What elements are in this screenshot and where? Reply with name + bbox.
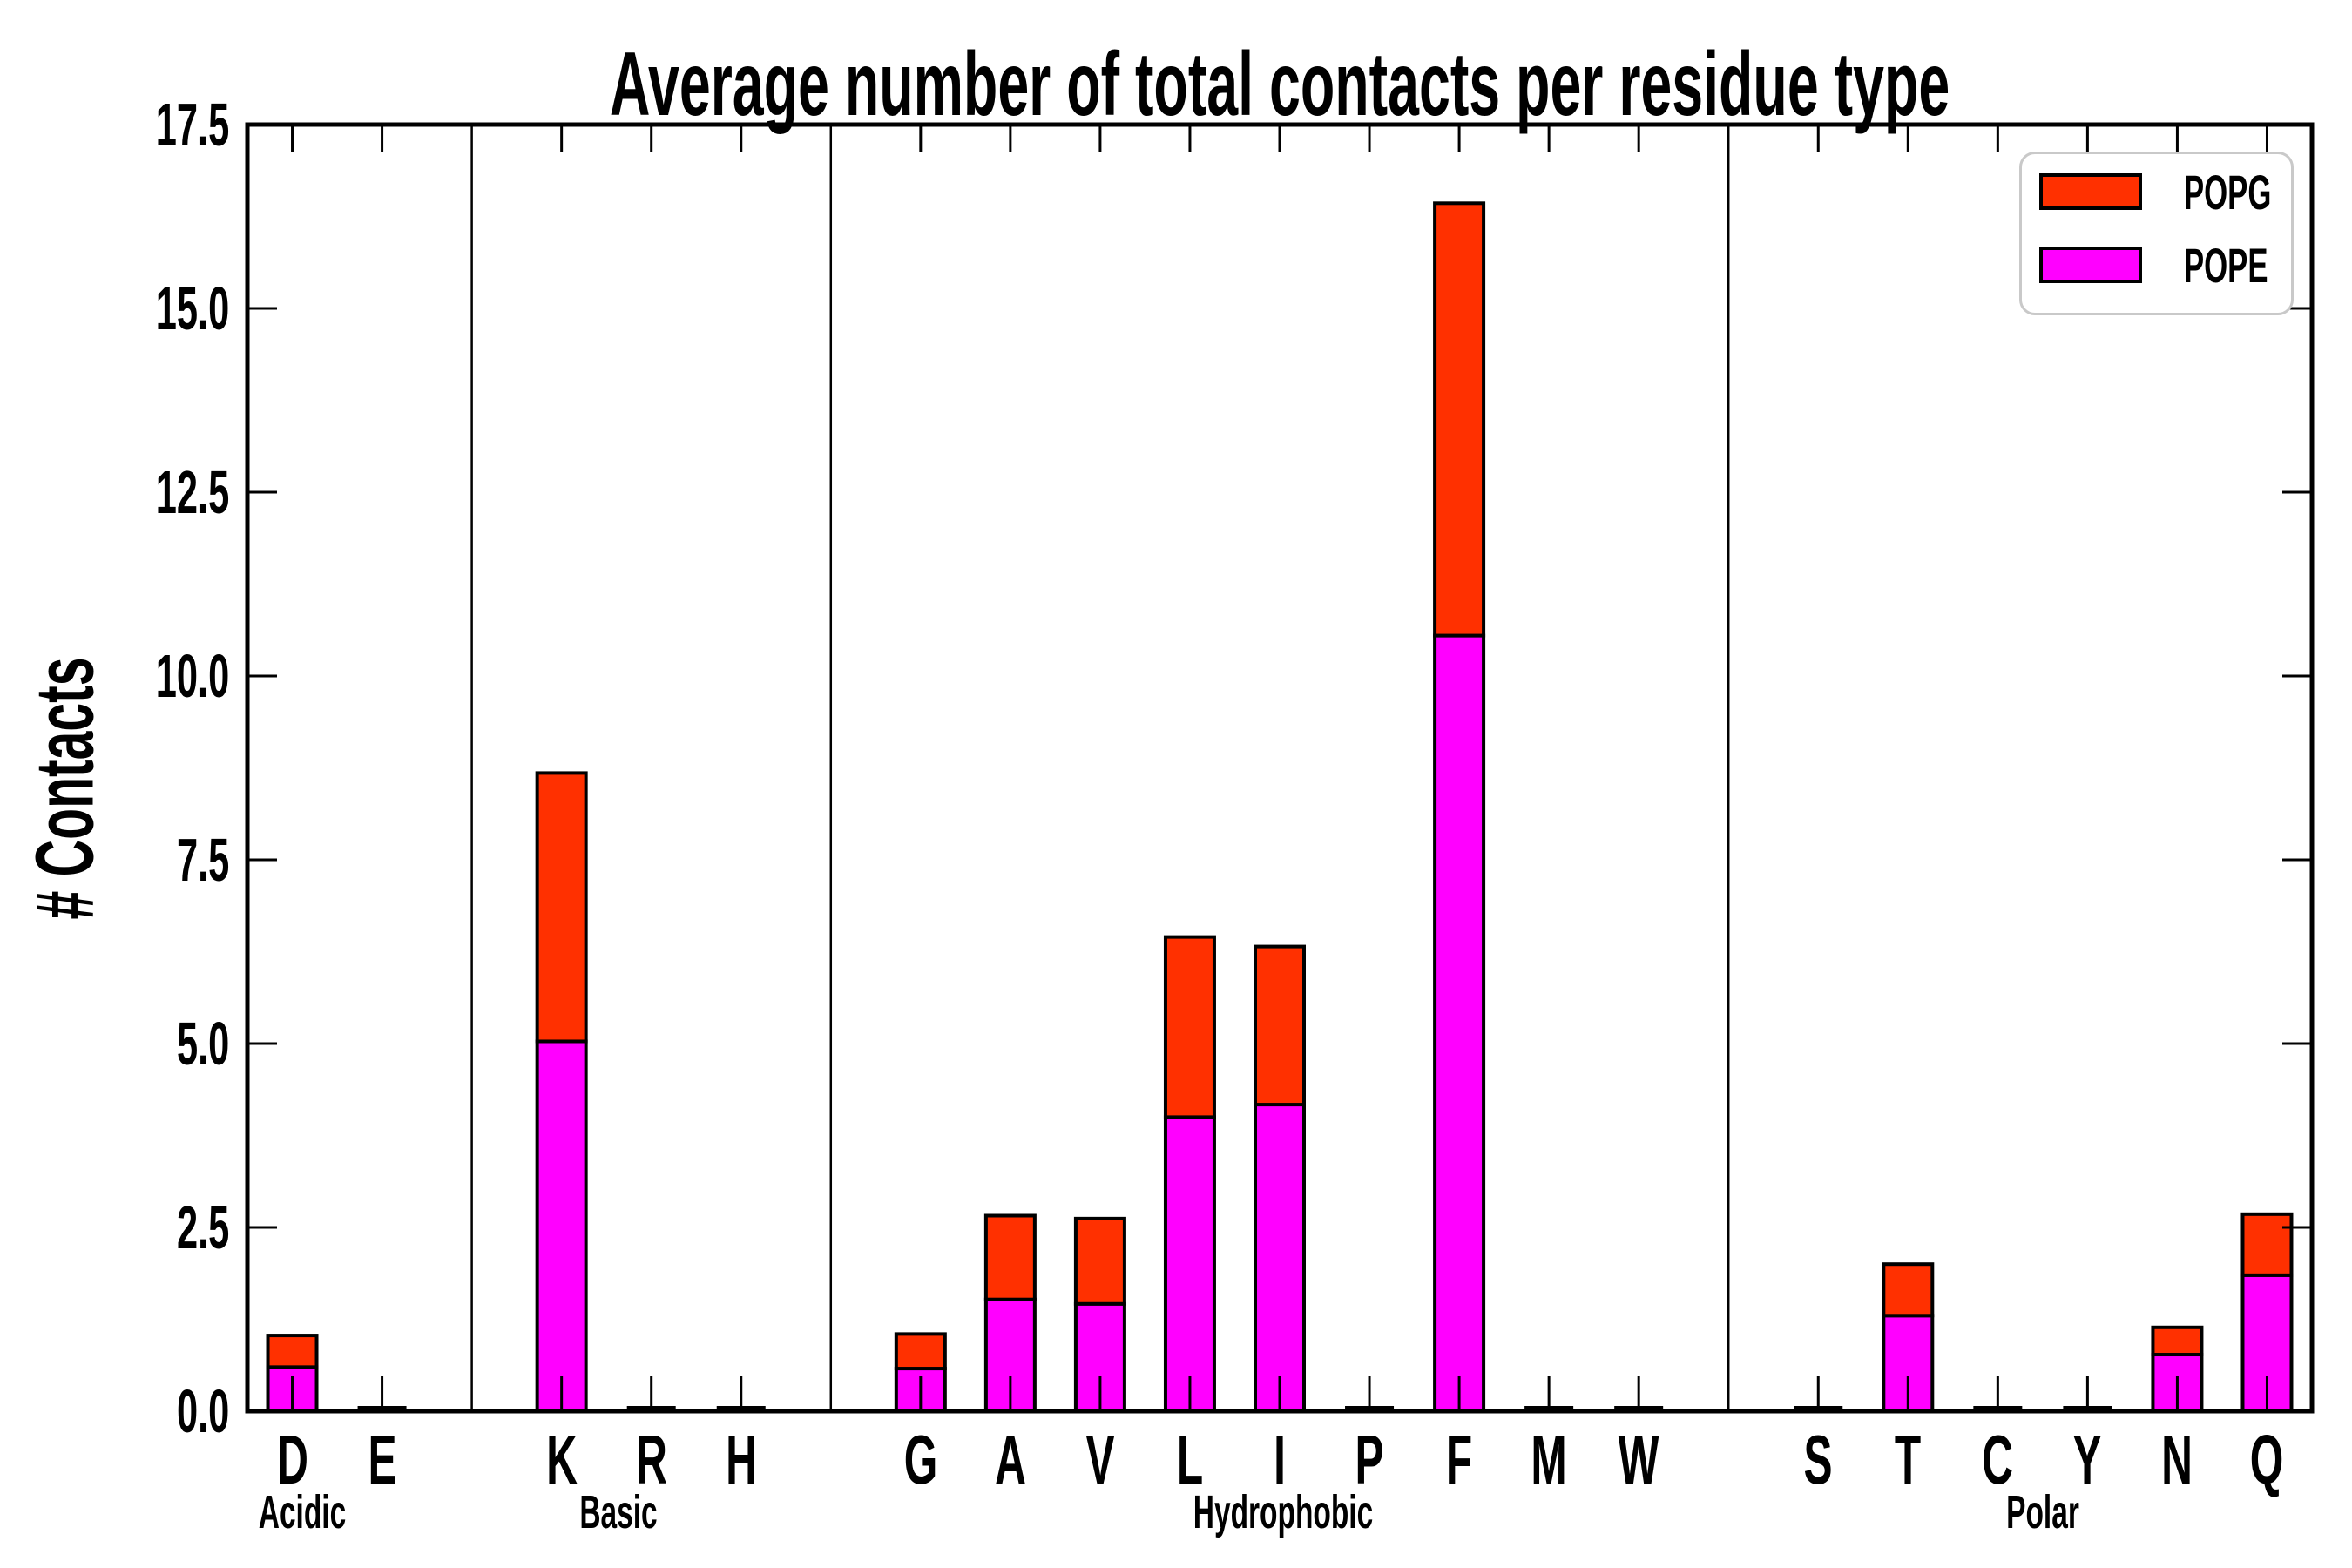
- legend-swatch-pope: [2039, 247, 2142, 283]
- bar-K-POPE: [535, 1039, 588, 1414]
- x-tick-label-V: V: [1085, 1421, 1115, 1498]
- x-tick-label-R: R: [635, 1421, 667, 1498]
- x-tick-label-Q: Q: [2250, 1421, 2284, 1498]
- y-tick-label-15.0: 15.0: [155, 274, 229, 342]
- group-label-polar: Polar: [2005, 1486, 2079, 1538]
- x-tick-label-C: C: [1982, 1421, 2014, 1498]
- legend-row-pope: POPE: [2039, 240, 2291, 289]
- legend-swatch-popg: [2039, 173, 2142, 210]
- bar-A-POPG: [983, 1213, 1037, 1301]
- y-tick-label-2.5: 2.5: [176, 1193, 229, 1261]
- bar-D-POPG: [266, 1334, 319, 1369]
- group-label-acidic: Acidic: [258, 1486, 347, 1538]
- x-tick-label-P: P: [1355, 1421, 1384, 1498]
- bar-F-POPG: [1433, 201, 1486, 638]
- x-tick-label-M: M: [1531, 1421, 1567, 1498]
- bar-G-POPG: [894, 1332, 947, 1371]
- legend-row-popg: POPG: [2039, 167, 2291, 216]
- legend-label-pope: POPE: [2184, 237, 2268, 293]
- legend-label-popg: POPG: [2184, 164, 2272, 220]
- x-tick-label-W: W: [1618, 1421, 1659, 1498]
- legend: POPG POPE: [2019, 152, 2294, 315]
- group-label-basic: Basic: [579, 1486, 658, 1538]
- bar-T-POPG: [1882, 1262, 1935, 1318]
- y-tick-label-5.0: 5.0: [176, 1010, 229, 1078]
- bar-F-POPE: [1433, 633, 1486, 1413]
- chart-title-wrap: Average number of total contacts per res…: [199, 33, 2352, 137]
- chart-title: Average number of total contacts per res…: [609, 34, 1950, 135]
- y-tick-label-17.5: 17.5: [155, 91, 229, 159]
- bar-N-POPG: [2151, 1325, 2204, 1357]
- y-tick-label-7.5: 7.5: [176, 826, 229, 894]
- x-tick-label-H: H: [725, 1421, 757, 1498]
- bar-Q-POPG: [2240, 1212, 2294, 1277]
- x-tick-label-T: T: [1895, 1421, 1922, 1498]
- axes-spines: [245, 122, 2315, 1414]
- y-tick-label-0.0: 0.0: [176, 1377, 229, 1445]
- bar-V-POPG: [1073, 1216, 1126, 1306]
- y-axis-label-wrap: # Contacts: [0, 657, 277, 919]
- bar-L-POPG: [1163, 935, 1216, 1119]
- x-tick-label-S: S: [1803, 1421, 1833, 1498]
- x-tick-label-L: L: [1176, 1421, 1204, 1498]
- y-tick-label-12.5: 12.5: [155, 458, 229, 526]
- x-tick-label-Y: Y: [2072, 1421, 2102, 1498]
- bar-I-POPE: [1254, 1103, 1306, 1413]
- x-tick-label-N: N: [2161, 1421, 2193, 1498]
- x-tick-label-A: A: [994, 1421, 1026, 1498]
- y-tick-label-10.0: 10.0: [155, 642, 229, 710]
- group-label-hydrophobic: Hydrophobic: [1193, 1486, 1374, 1538]
- x-tick-label-K: K: [545, 1421, 578, 1498]
- x-tick-label-E: E: [368, 1421, 397, 1498]
- y-axis-label: # Contacts: [18, 657, 112, 920]
- bar-L-POPE: [1163, 1115, 1216, 1414]
- x-tick-label-I: I: [1274, 1421, 1286, 1498]
- x-tick-label-D: D: [276, 1421, 308, 1498]
- bar-I-POPG: [1254, 944, 1306, 1107]
- x-tick-label-F: F: [1445, 1421, 1473, 1498]
- x-tick-label-G: G: [903, 1421, 938, 1498]
- bar-K-POPG: [535, 771, 588, 1044]
